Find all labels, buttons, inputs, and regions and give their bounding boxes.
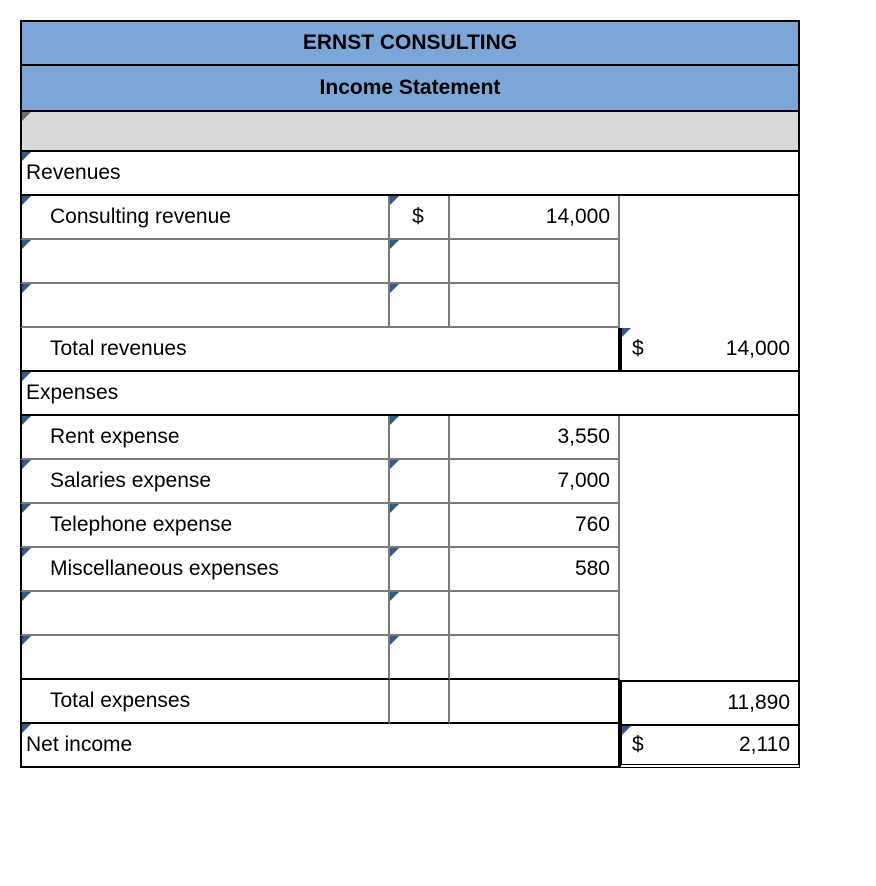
revenue-item-currency[interactable]: [390, 240, 450, 284]
total-revenues-amount-cell[interactable]: $ 14,000: [620, 328, 800, 372]
income-statement-table: ERNST CONSULTING Income Statement Revenu…: [20, 20, 800, 768]
total-expenses-label: Total expenses: [50, 689, 190, 713]
section-expenses[interactable]: Expenses: [20, 372, 800, 416]
total-expenses-amount-cell: 11,890: [620, 680, 800, 724]
total-revenues-label-cell: Total revenues: [20, 328, 620, 372]
section-expenses-label: Expenses: [26, 381, 118, 405]
revenue-item-label[interactable]: [20, 284, 390, 328]
net-income-amount-cell[interactable]: $ 2,110: [620, 724, 800, 768]
blank-cell: [620, 548, 800, 592]
expense-item-amount[interactable]: [450, 592, 620, 636]
expense-item-currency[interactable]: [390, 548, 450, 592]
total-revenues-label: Total revenues: [50, 337, 187, 361]
total-expenses-label-cell: Total expenses: [20, 680, 390, 724]
expense-item-amount[interactable]: 580: [450, 548, 620, 592]
expense-item-currency[interactable]: [390, 636, 450, 680]
blank-cell: [620, 592, 800, 636]
section-revenues-label: Revenues: [26, 161, 121, 185]
expense-item-amount[interactable]: 760: [450, 504, 620, 548]
revenue-item-currency[interactable]: $: [390, 196, 450, 240]
expense-item-currency[interactable]: [390, 592, 450, 636]
blank-cell: [620, 460, 800, 504]
expense-item-amount[interactable]: [450, 636, 620, 680]
total-revenues-amount: 14,000: [726, 337, 790, 361]
total-expenses-amount: 11,890: [727, 691, 790, 715]
total-expenses-mid: [450, 680, 620, 724]
net-income-label-cell[interactable]: Net income: [20, 724, 620, 768]
blank-cell: [620, 504, 800, 548]
expense-item-currency[interactable]: [390, 504, 450, 548]
expense-item-label[interactable]: Rent expense: [20, 416, 390, 460]
section-revenues[interactable]: Revenues: [20, 152, 800, 196]
expense-item-label[interactable]: Salaries expense: [20, 460, 390, 504]
revenue-item-amount[interactable]: [450, 240, 620, 284]
blank-cell: [620, 416, 800, 460]
company-name: ERNST CONSULTING: [20, 20, 800, 66]
expense-item-label[interactable]: Telephone expense: [20, 504, 390, 548]
net-income-label: Net income: [26, 733, 132, 757]
blank-cell: [620, 196, 800, 240]
currency-symbol: $: [632, 733, 644, 757]
revenue-item-amount[interactable]: 14,000: [450, 196, 620, 240]
expense-item-amount[interactable]: 3,550: [450, 416, 620, 460]
revenue-item-currency[interactable]: [390, 284, 450, 328]
expense-item-amount[interactable]: 7,000: [450, 460, 620, 504]
total-expenses-currency: [390, 680, 450, 724]
expense-item-currency[interactable]: [390, 416, 450, 460]
net-income-amount: 2,110: [739, 733, 790, 757]
expense-item-label[interactable]: [20, 592, 390, 636]
expense-item-label[interactable]: [20, 636, 390, 680]
blank-cell: [620, 636, 800, 680]
blank-cell: [620, 240, 800, 284]
statement-title: Income Statement: [20, 66, 800, 112]
currency-symbol: $: [632, 337, 644, 361]
expense-item-label[interactable]: Miscellaneous expenses: [20, 548, 390, 592]
expense-item-currency[interactable]: [390, 460, 450, 504]
revenue-item-amount[interactable]: [450, 284, 620, 328]
revenue-item-label[interactable]: Consulting revenue: [20, 196, 390, 240]
revenue-item-label[interactable]: [20, 240, 390, 284]
spacer-row[interactable]: [20, 112, 800, 152]
blank-cell: [620, 284, 800, 328]
